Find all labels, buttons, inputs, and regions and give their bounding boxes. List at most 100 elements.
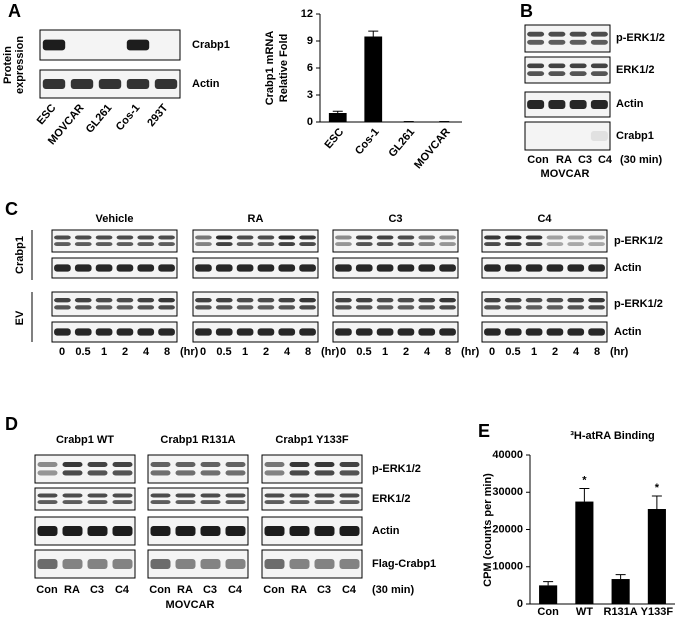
y-tick-label: 30000	[492, 486, 523, 498]
band	[289, 493, 310, 498]
band	[439, 264, 456, 272]
band	[215, 242, 233, 247]
band	[74, 298, 92, 303]
x-tick-label: Cos-1	[353, 126, 382, 157]
band	[289, 462, 310, 468]
label: Cos-1	[114, 102, 143, 133]
band	[158, 264, 175, 272]
band	[154, 78, 178, 90]
band	[236, 298, 254, 303]
band	[439, 298, 456, 303]
band	[112, 525, 133, 537]
band	[116, 264, 134, 272]
band	[195, 235, 212, 240]
label: 293T	[145, 102, 170, 129]
label: p-ERK1/2	[616, 32, 665, 44]
band	[257, 235, 275, 240]
band	[195, 242, 212, 247]
blot	[34, 454, 136, 484]
band	[42, 39, 66, 51]
band	[397, 264, 415, 272]
blot	[481, 291, 608, 317]
error-bar	[651, 495, 662, 510]
band	[314, 558, 335, 570]
band	[116, 328, 134, 336]
label: Crabp1	[14, 236, 26, 274]
bar	[647, 509, 666, 604]
band	[525, 305, 543, 310]
band	[484, 328, 501, 336]
label: 0.5	[505, 346, 520, 358]
blot	[481, 321, 608, 343]
band	[567, 298, 585, 303]
band	[54, 328, 71, 336]
band	[225, 525, 246, 537]
blot	[261, 454, 363, 484]
band	[126, 39, 150, 51]
label: (hr)	[461, 346, 480, 358]
error-bar	[368, 30, 379, 37]
band	[150, 525, 171, 537]
label: C4	[115, 584, 130, 596]
band	[175, 470, 196, 476]
band	[236, 305, 254, 310]
band	[335, 235, 352, 240]
band	[335, 264, 352, 272]
bar	[328, 113, 347, 122]
y-tick-label: 6	[307, 62, 313, 74]
band	[236, 235, 254, 240]
band	[546, 235, 564, 240]
band	[339, 493, 360, 498]
band	[200, 500, 221, 505]
band	[299, 298, 316, 303]
band	[588, 235, 605, 240]
band	[74, 328, 92, 336]
label: (30 min)	[372, 584, 415, 596]
x-tick-label: Con	[537, 606, 559, 618]
band	[264, 500, 285, 505]
blot	[332, 257, 459, 279]
band	[175, 493, 196, 498]
band	[200, 493, 221, 498]
label: C3	[317, 584, 331, 596]
band	[335, 298, 352, 303]
band	[397, 305, 415, 310]
band	[278, 328, 296, 336]
band	[195, 305, 212, 310]
band	[397, 328, 415, 336]
label: Vehicle	[96, 213, 134, 225]
band	[225, 558, 246, 570]
label: Relative Fold	[278, 34, 290, 102]
y-tick-label: 3	[307, 89, 313, 101]
band	[527, 39, 545, 45]
band	[158, 235, 175, 240]
band	[527, 63, 545, 69]
label: E	[478, 421, 490, 441]
band	[87, 500, 108, 505]
band	[527, 100, 545, 109]
band	[588, 264, 605, 272]
band	[439, 328, 456, 336]
label: 1	[531, 346, 537, 358]
band	[137, 235, 155, 240]
band	[215, 298, 233, 303]
band	[257, 305, 275, 310]
band	[200, 470, 221, 476]
band	[355, 305, 373, 310]
blot	[51, 257, 178, 279]
band	[484, 242, 501, 247]
band	[299, 242, 316, 247]
label: (30 min)	[620, 154, 663, 166]
band	[484, 235, 501, 240]
band	[567, 264, 585, 272]
blot	[481, 257, 608, 279]
band	[339, 558, 360, 570]
x-tick-label: MOVCAR	[412, 126, 453, 171]
band	[116, 242, 134, 247]
y-tick-label: 9	[307, 35, 313, 47]
blot	[481, 229, 608, 253]
band	[314, 500, 335, 505]
y-tick-label: 12	[301, 8, 313, 20]
band	[376, 235, 394, 240]
blot	[34, 487, 136, 511]
